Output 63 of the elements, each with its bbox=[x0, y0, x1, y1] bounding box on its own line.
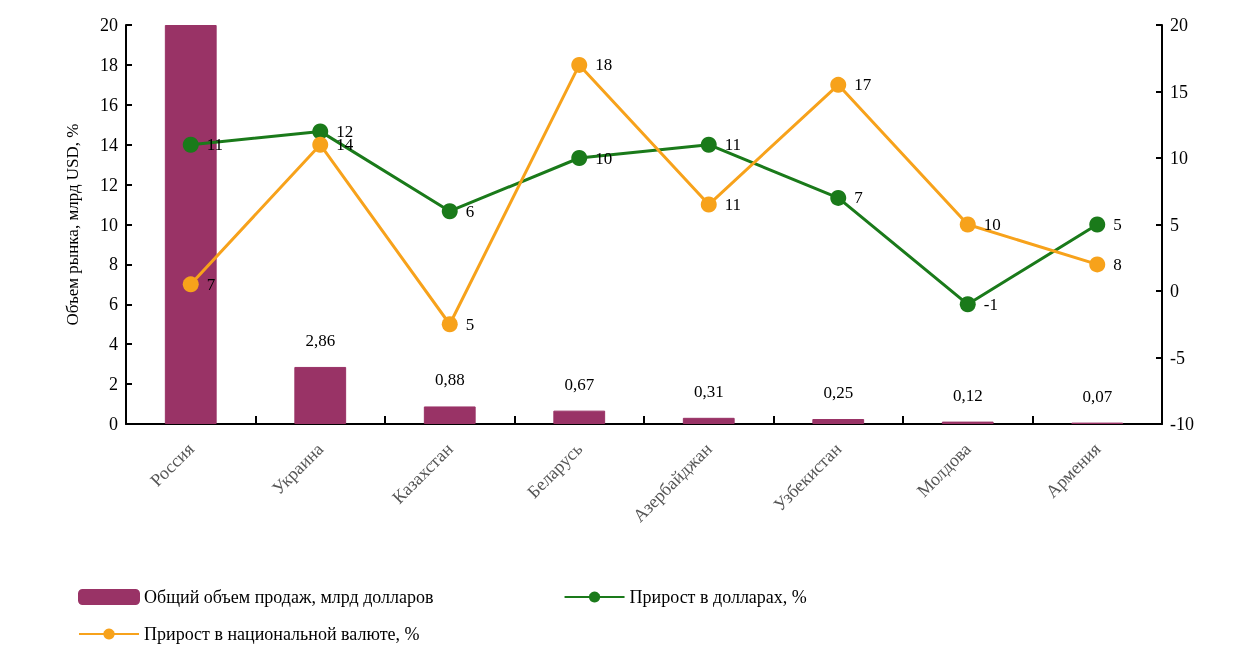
data-label: 17 bbox=[854, 75, 872, 95]
point bbox=[700, 196, 717, 213]
point bbox=[1089, 256, 1106, 273]
y2-tick-label: 5 bbox=[1170, 214, 1179, 235]
data-label: -1 bbox=[983, 294, 998, 314]
point bbox=[182, 276, 199, 293]
data-label: 11 bbox=[206, 135, 224, 155]
y-tick-label: 18 bbox=[100, 54, 118, 75]
legend-label: Прирост в национальной валюте, % bbox=[144, 624, 420, 644]
data-label: 5 bbox=[465, 314, 475, 334]
point bbox=[959, 216, 976, 233]
point bbox=[830, 76, 847, 93]
y-tick-label: 12 bbox=[100, 174, 118, 195]
data-label: 0,67 bbox=[564, 374, 595, 394]
y-tick-label: 0 bbox=[109, 414, 118, 434]
y-axis-title: Объем рынка, млрд USD, % bbox=[63, 123, 82, 326]
data-label: 7 bbox=[206, 274, 216, 294]
point bbox=[441, 203, 458, 220]
data-label: 0,25 bbox=[823, 383, 854, 403]
legend-label: Общий объем продаж, млрд долларов bbox=[144, 587, 434, 607]
y2-tick-label: 20 bbox=[1170, 15, 1188, 35]
y-tick-label: 6 bbox=[109, 294, 118, 315]
data-label: 8 bbox=[1113, 254, 1122, 274]
bar bbox=[423, 406, 476, 424]
point bbox=[441, 316, 458, 333]
y-tick-label: 14 bbox=[100, 134, 118, 155]
bar bbox=[682, 417, 735, 424]
y2-tick-label: -10 bbox=[1170, 414, 1194, 434]
point bbox=[312, 123, 329, 140]
y2-tick-label: 0 bbox=[1170, 281, 1179, 301]
data-label: 6 bbox=[465, 201, 475, 221]
data-label: 0,12 bbox=[952, 385, 983, 405]
y-tick-label: 16 bbox=[100, 94, 118, 115]
legend-label: Прирост в долларах, % bbox=[629, 587, 807, 607]
point bbox=[1089, 216, 1106, 233]
y-tick-label: 4 bbox=[109, 334, 118, 355]
bar bbox=[812, 419, 865, 424]
bar bbox=[553, 410, 606, 424]
point bbox=[312, 136, 329, 153]
y2-tick-label: 10 bbox=[1170, 148, 1188, 168]
y-tick-label: 8 bbox=[109, 254, 118, 275]
bar bbox=[294, 366, 347, 424]
data-label: 11 bbox=[724, 135, 742, 155]
y-tick-label: 20 bbox=[100, 15, 118, 35]
y-tick-label: 2 bbox=[109, 374, 118, 395]
point bbox=[571, 56, 588, 73]
data-label: 5 bbox=[1113, 215, 1122, 234]
data-label: 0,31 bbox=[693, 381, 724, 401]
y-tick-label: 10 bbox=[100, 214, 118, 235]
point bbox=[830, 189, 847, 206]
point bbox=[700, 136, 717, 153]
y2-tick-label: 15 bbox=[1170, 81, 1188, 102]
point bbox=[182, 136, 199, 153]
data-label: 7 bbox=[854, 188, 864, 208]
data-label: 11 bbox=[724, 195, 742, 215]
data-label: 18 bbox=[595, 55, 613, 75]
data-label: 2,86 bbox=[305, 330, 336, 350]
y2-tick-label: -5 bbox=[1170, 347, 1185, 368]
point bbox=[959, 296, 976, 313]
data-label: 0,07 bbox=[1082, 386, 1113, 406]
data-label: 10 bbox=[983, 215, 1001, 234]
point bbox=[571, 150, 588, 166]
data-label: 0,88 bbox=[434, 370, 465, 390]
